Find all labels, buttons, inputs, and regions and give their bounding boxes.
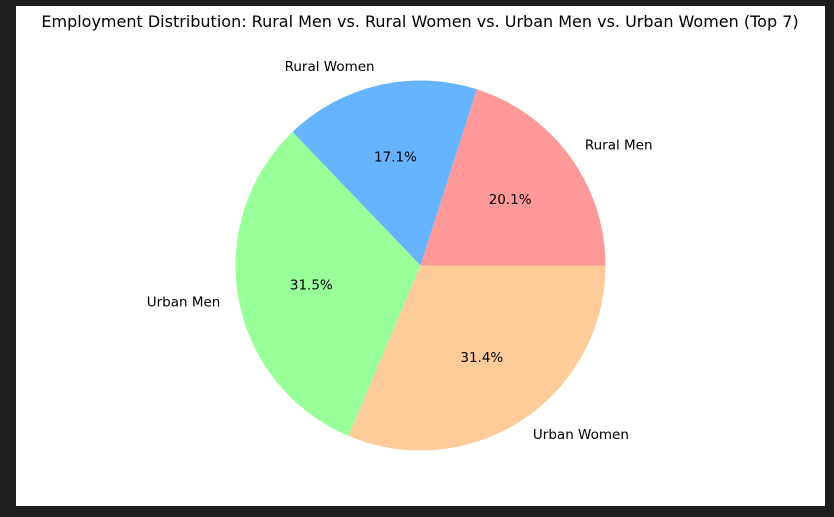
- slice-label-rural-men: Rural Men: [585, 137, 653, 153]
- slice-percent-urban-women: 31.4%: [460, 350, 503, 366]
- slice-percent-urban-men: 31.5%: [290, 278, 333, 294]
- chart-figure: Employment Distribution: Rural Men vs. R…: [16, 6, 825, 506]
- pie-labels: Rural Men 20.1% Rural Women 17.1% Urban Men 3…: [147, 59, 653, 443]
- pie-slice-rural-women: [292, 80, 477, 266]
- pie-slice-urban-women: [348, 265, 606, 451]
- slice-percent-rural-women: 17.1%: [374, 149, 417, 165]
- pie-slice-rural-men: [420, 89, 606, 266]
- chart-title: Employment Distribution: Rural Men vs. R…: [41, 12, 798, 31]
- slice-percent-rural-men: 20.1%: [489, 192, 532, 208]
- slice-label-rural-women: Rural Women: [285, 59, 375, 75]
- pie-slice-urban-men: [235, 131, 421, 436]
- slice-label-urban-women: Urban Women: [533, 427, 629, 443]
- pie-chart: Employment Distribution: Rural Men vs. R…: [41, 12, 799, 451]
- slice-label-urban-men: Urban Men: [147, 294, 221, 310]
- pie-slices: [235, 80, 606, 451]
